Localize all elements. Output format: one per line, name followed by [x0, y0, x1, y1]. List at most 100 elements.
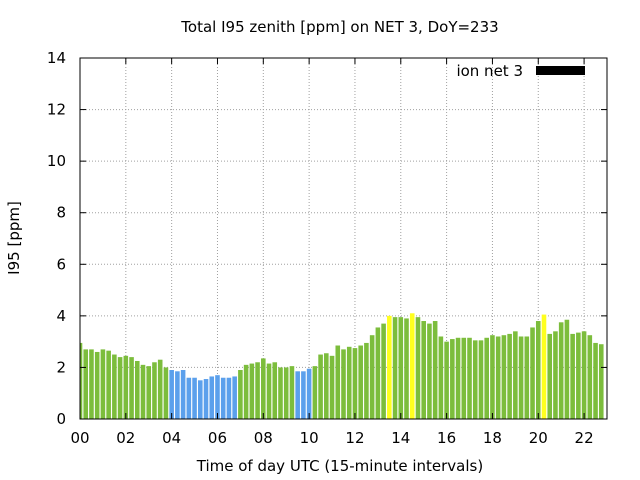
bar [215, 375, 220, 419]
bar [140, 364, 146, 419]
bar [175, 371, 180, 419]
x-tick-label: 22 [575, 429, 594, 447]
bar [547, 333, 553, 419]
x-tick-label: 02 [116, 429, 135, 447]
axis-ticks [79, 57, 607, 420]
bar [513, 331, 518, 419]
bar [134, 360, 140, 419]
bar [129, 357, 134, 419]
bar [576, 332, 581, 419]
bar [461, 337, 467, 419]
bar [329, 355, 335, 419]
bar [369, 335, 375, 419]
y-tick-label: 4 [56, 307, 66, 325]
bar [375, 327, 381, 419]
bar [392, 317, 398, 419]
x-tick-label: 00 [70, 429, 89, 447]
bar [163, 367, 169, 419]
bar [180, 370, 186, 419]
bar [169, 370, 174, 419]
bar [541, 314, 547, 419]
bar [581, 331, 587, 419]
bar [255, 362, 260, 419]
bar [438, 336, 444, 419]
bar [346, 346, 352, 419]
legend: ion net 3 [456, 62, 585, 80]
y-tick-label: 0 [56, 410, 66, 428]
bar [341, 349, 346, 419]
x-axis-label: Time of day UTC (15-minute intervals) [196, 457, 483, 475]
y-axis-label: I95 [ppm] [5, 201, 23, 275]
bar [564, 319, 570, 419]
bar [444, 341, 449, 419]
bar [490, 335, 495, 419]
bar [203, 379, 209, 419]
bar [272, 362, 278, 419]
bar [94, 351, 100, 419]
bar [157, 359, 163, 419]
legend-swatch [536, 66, 585, 75]
bar [261, 358, 266, 419]
bar [80, 342, 83, 419]
bar [507, 333, 512, 419]
x-tick-label: 14 [391, 429, 410, 447]
x-tick-label: 06 [208, 429, 227, 447]
bar [472, 340, 478, 419]
bar [106, 350, 111, 419]
bar [266, 363, 272, 419]
bar [220, 377, 226, 419]
y-tick-label: 14 [47, 49, 66, 67]
bar [312, 366, 318, 419]
bar [301, 371, 306, 419]
bar [100, 349, 106, 419]
x-tick-label: 10 [300, 429, 319, 447]
bar [467, 337, 472, 419]
bar [593, 342, 598, 419]
bar [553, 331, 558, 419]
bar [432, 321, 438, 419]
x-tick-labels: 00 02 04 06 08 10 12 14 16 18 20 22 [70, 429, 593, 447]
bar [484, 337, 489, 419]
bar [398, 317, 404, 419]
bar [112, 354, 117, 419]
bar [535, 321, 541, 419]
y-tick-label: 8 [56, 204, 66, 222]
bar [324, 353, 329, 419]
bar-series [80, 313, 604, 419]
bar [387, 315, 392, 419]
bar [306, 368, 312, 419]
bar [152, 362, 157, 419]
bar [278, 367, 283, 419]
bar [381, 323, 386, 419]
x-tick-label: 16 [437, 429, 456, 447]
y-tick-labels: 0 2 4 6 8 10 12 14 [47, 49, 66, 428]
bar [198, 380, 203, 419]
bar [421, 321, 426, 419]
bar [249, 363, 255, 419]
bar [598, 344, 604, 419]
chart-title: Total I95 zenith [ppm] on NET 3, DoY=233 [180, 18, 498, 36]
y-tick-label: 2 [56, 358, 66, 376]
bar [404, 318, 409, 419]
bar [358, 345, 363, 419]
bar [123, 355, 129, 419]
bar [335, 345, 341, 419]
bar [289, 366, 295, 419]
bar [238, 370, 243, 419]
bar [295, 371, 300, 419]
bar [501, 335, 507, 419]
bar [478, 340, 484, 419]
bar [209, 376, 215, 419]
bar [450, 339, 455, 419]
y-tick-label: 12 [47, 101, 66, 119]
bar [587, 335, 593, 419]
bar [226, 377, 232, 419]
x-tick-label: 20 [529, 429, 548, 447]
bar [570, 333, 575, 419]
legend-label: ion net 3 [456, 62, 523, 80]
bar [415, 317, 421, 419]
bar [530, 327, 535, 419]
y-tick-label: 10 [47, 152, 66, 170]
bar [117, 357, 123, 419]
bar [192, 377, 197, 419]
